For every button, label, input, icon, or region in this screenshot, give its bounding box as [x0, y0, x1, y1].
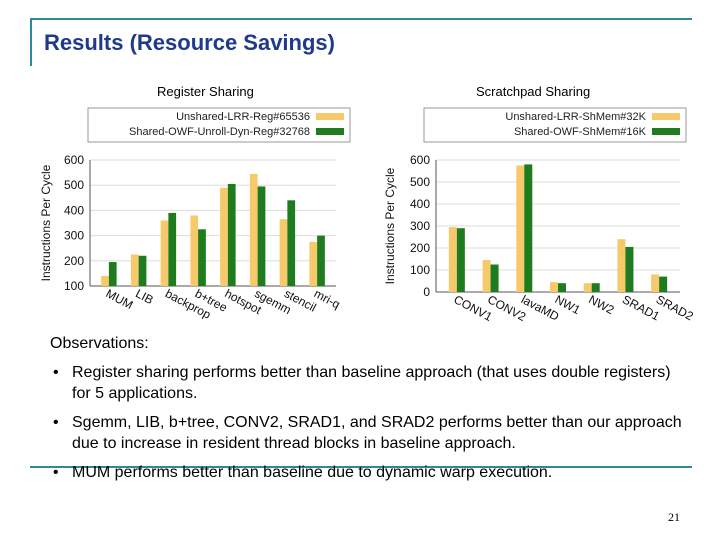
y-tick-label: 300: [64, 229, 84, 243]
list-item: • Register sharing performs better than b…: [50, 362, 690, 404]
observation-text: Register sharing performs better than ba…: [72, 364, 671, 402]
y-axis-label: Instructions Per Cycle: [39, 164, 53, 281]
y-tick-label: 500: [64, 178, 84, 192]
y-tick-label: 600: [64, 153, 84, 167]
bar: [198, 229, 206, 286]
bar: [317, 235, 325, 286]
x-tick-label: mri-q: [312, 286, 343, 311]
bar: [558, 283, 566, 292]
y-tick-label: 600: [410, 153, 430, 167]
bullet-glyph: •: [53, 464, 59, 481]
bar: [160, 220, 169, 286]
bar: [309, 241, 318, 286]
frame-bottom-line: [30, 466, 692, 468]
bar: [279, 219, 288, 286]
legend-swatch: [316, 113, 344, 120]
legend-box: [423, 107, 687, 143]
bar: [617, 239, 626, 292]
bar: [490, 264, 499, 292]
y-tick-label: 500: [410, 175, 430, 189]
legend-swatch: [652, 128, 680, 135]
y-tick-label: 0: [423, 285, 430, 299]
frame-top-line: [30, 18, 692, 20]
x-tick-label: SRAD2: [654, 292, 696, 323]
observations-heading: Observations:: [50, 335, 149, 352]
bar: [651, 274, 660, 292]
register-chart-title: Register Sharing: [157, 84, 254, 99]
y-tick-label: 200: [64, 254, 84, 268]
y-tick-label: 300: [410, 219, 430, 233]
slide-title: Results (Resource Savings): [44, 30, 335, 55]
scratchpad-chart-title: Scratchpad Sharing: [476, 84, 591, 99]
bar: [583, 283, 592, 292]
bar: [257, 186, 266, 286]
bar: [130, 254, 139, 286]
scratchpad-sharing-chart: Unshared-LRR-ShMem#32K Shared-OWF-ShMem#1…: [383, 107, 696, 324]
bar: [516, 165, 525, 292]
x-tick-label: lavaMD: [519, 292, 562, 324]
legend-swatch: [652, 113, 680, 120]
observations-list: • Register sharing performs better than b…: [50, 362, 690, 491]
bar: [108, 262, 117, 286]
bar: [190, 215, 199, 286]
bar: [249, 173, 258, 286]
x-tick-label: SRAD1: [620, 292, 662, 323]
bar: [138, 255, 147, 286]
y-tick-label: 200: [410, 241, 430, 255]
y-tick-label: 100: [410, 263, 430, 277]
bullet-glyph: •: [53, 414, 59, 431]
page-number: 21: [668, 510, 680, 524]
x-tick-label: LIB: [133, 286, 155, 307]
y-tick-label: 100: [64, 279, 84, 293]
bar: [591, 283, 600, 292]
frame-left-line: [30, 18, 32, 66]
y-tick-label: 400: [64, 203, 84, 217]
x-tick-label: MUM: [103, 286, 135, 312]
bar: [625, 246, 634, 292]
legend-label: Unshared-LRR-ShMem#32K: [505, 111, 646, 123]
bar: [168, 212, 177, 286]
bar: [287, 200, 296, 286]
bar: [101, 275, 109, 286]
y-tick-label: 400: [410, 197, 430, 211]
bar: [448, 227, 457, 292]
bar: [524, 164, 533, 292]
legend-label: Shared-OWF-Unroll-Dyn-Reg#32768: [129, 126, 310, 138]
bar: [482, 260, 491, 292]
bar: [456, 228, 465, 292]
bar: [659, 276, 668, 292]
bar: [227, 183, 236, 286]
bar: [550, 282, 558, 292]
observation-text: MUM performs better than baseline due to…: [72, 464, 553, 481]
bar: [220, 187, 228, 286]
list-item: • Sgemm, LIB, b+tree, CONV2, SRAD1, and S…: [50, 412, 690, 454]
bullet-glyph: •: [53, 364, 59, 381]
observation-text: Sgemm, LIB, b+tree, CONV2, SRAD1, and SR…: [72, 414, 682, 452]
list-item: • MUM performs better than baseline due t…: [50, 462, 690, 483]
register-sharing-chart: Unshared-LRR-Reg#65536 Shared-OWF-Unroll-…: [39, 107, 351, 322]
legend-box: [87, 107, 351, 143]
legend-swatch: [316, 128, 344, 135]
legend-label: Unshared-LRR-Reg#65536: [176, 111, 310, 123]
y-axis-label: Instructions Per Cycle: [383, 167, 397, 284]
x-tick-label: NW2: [586, 292, 616, 317]
legend-label: Shared-OWF-ShMem#16K: [514, 126, 647, 138]
